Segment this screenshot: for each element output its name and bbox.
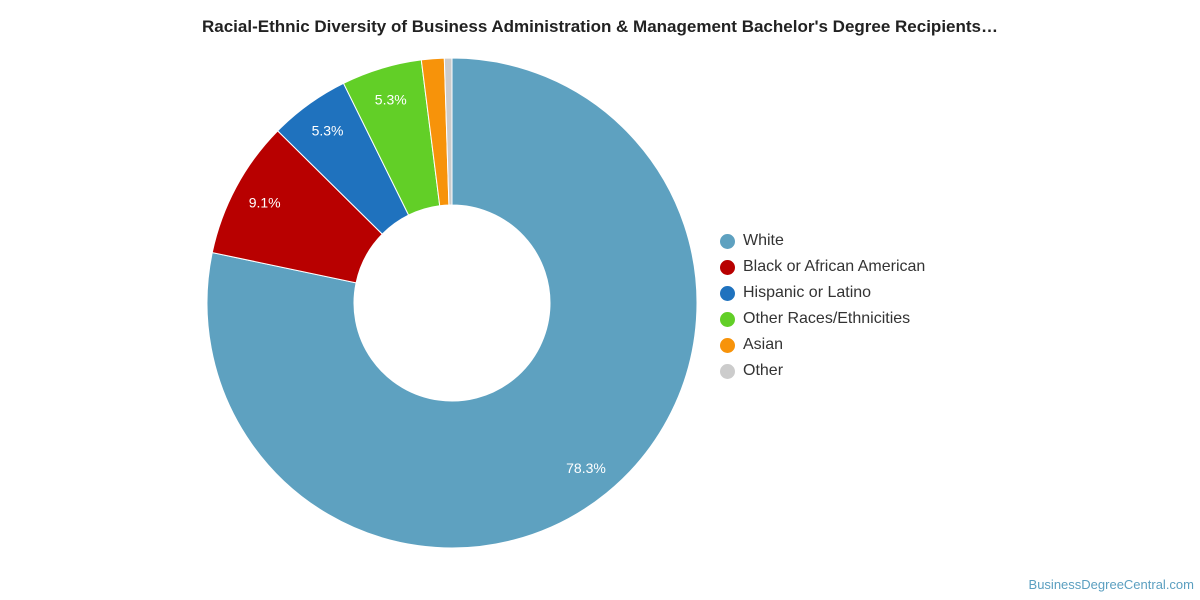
legend-swatch (720, 233, 735, 249)
source-credit[interactable]: BusinessDegreeCentral.com (1028, 577, 1194, 592)
legend-item[interactable]: White (720, 228, 925, 254)
legend-item[interactable]: Asian (720, 332, 925, 358)
slice-data-label: 9.1% (249, 194, 281, 210)
donut-slices (206, 57, 698, 549)
donut-slice-other[interactable] (443, 57, 453, 206)
donut-slice-white[interactable] (206, 57, 698, 549)
chart-title: Racial-Ethnic Diversity of Business Admi… (201, 17, 998, 36)
legend-label: Other Races/Ethnicities (743, 310, 911, 327)
legend-label: Other (743, 362, 784, 379)
legend-swatch (720, 259, 735, 275)
legend-swatch (720, 285, 735, 301)
legend-swatch (720, 311, 735, 327)
slice-data-label: 5.3% (312, 123, 344, 139)
legend-item[interactable]: Other Races/Ethnicities (720, 306, 925, 332)
legend-label: Hispanic or Latino (743, 284, 872, 301)
legend-swatch (720, 337, 735, 353)
legend-label: White (743, 232, 784, 249)
legend-label: Asian (743, 336, 784, 353)
donut-labels: 78.3% 9.1% 5.3% 5.3% (249, 91, 606, 476)
slice-data-label: 5.3% (375, 91, 407, 107)
legend-item[interactable]: Other (720, 358, 925, 384)
legend-swatch (720, 363, 735, 379)
chart-legend: White Black or African American Hispanic o… (720, 228, 925, 384)
legend-label: Black or African American (743, 258, 926, 275)
legend-item[interactable]: Hispanic or Latino (720, 280, 925, 306)
legend-item[interactable]: Black or African American (720, 254, 925, 280)
slice-data-label: 78.3% (566, 460, 606, 476)
